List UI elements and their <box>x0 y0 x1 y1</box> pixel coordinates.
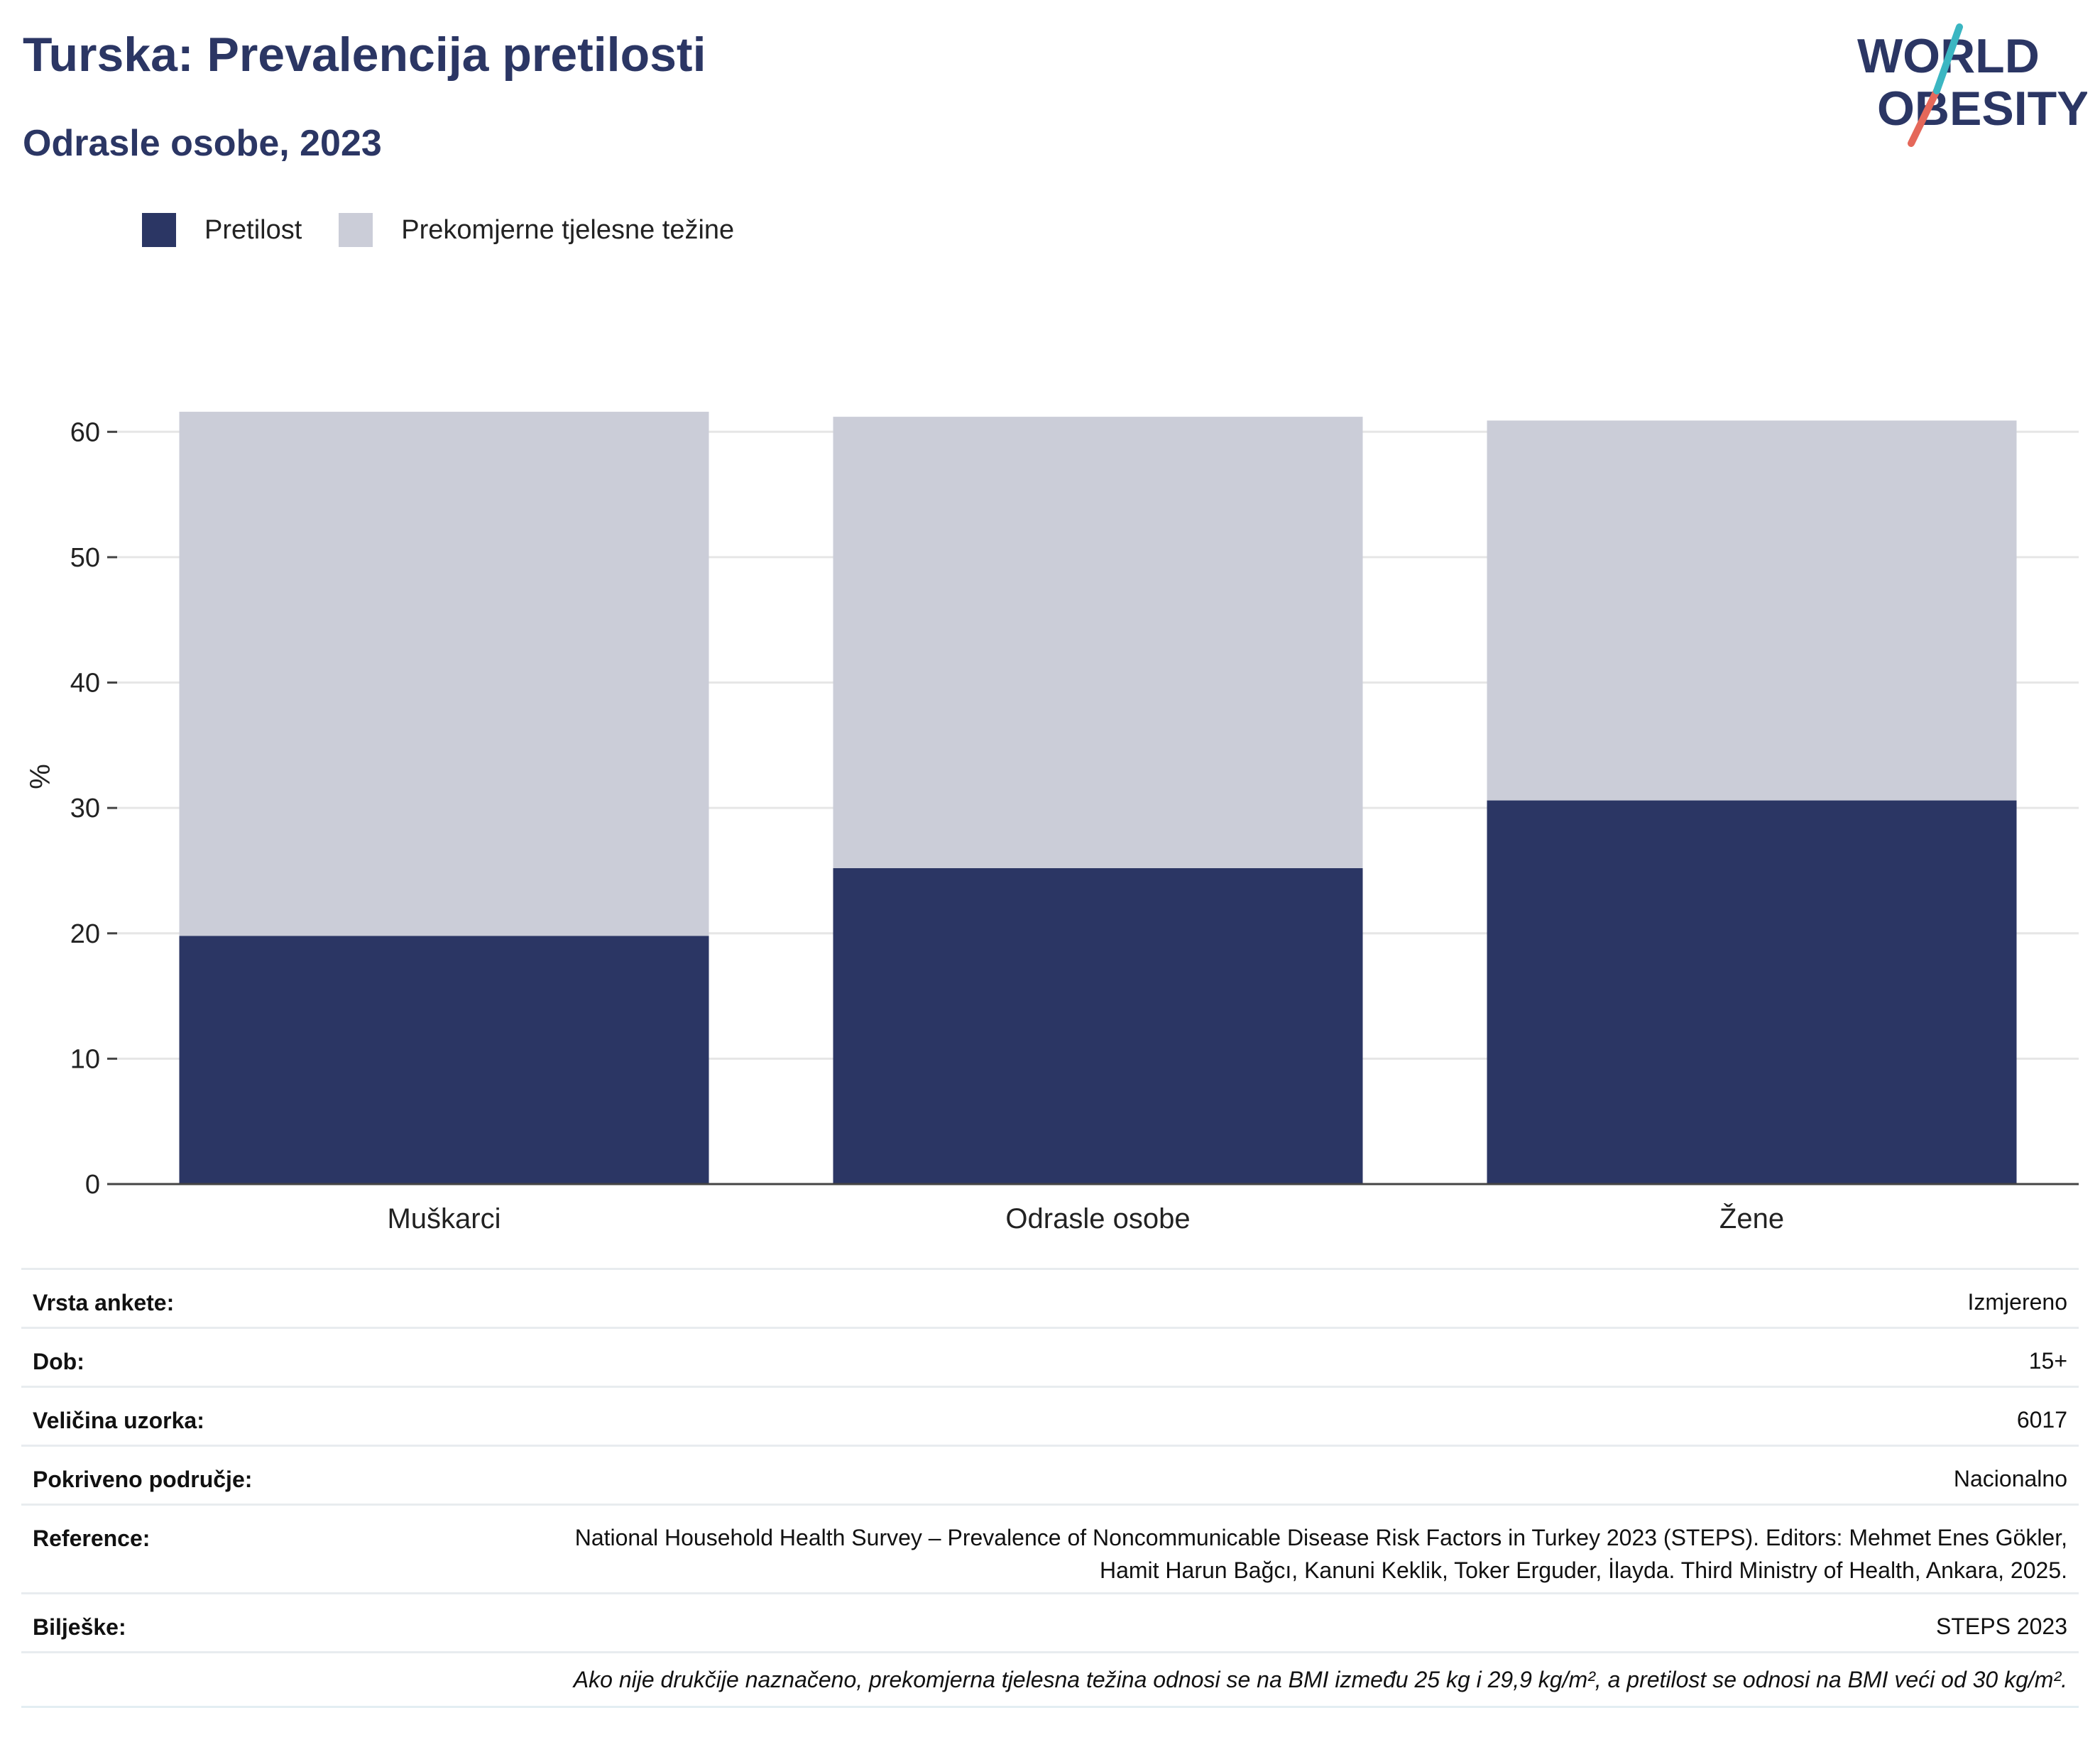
y-tick-label: 60 <box>70 417 100 447</box>
world-obesity-logo: WORLD OBESITY <box>1857 23 2087 147</box>
info-value: 6017 <box>2016 1407 2067 1433</box>
info-row-reference: Reference: National Household Health Sur… <box>21 1504 2079 1592</box>
logo-line2: OBESITY <box>1877 82 2087 136</box>
bar-chart: 0 10 20 30 40 50 60% Muškarci Odrasle osobe Žene <box>25 412 2079 1234</box>
info-value: 15+ <box>2028 1348 2067 1374</box>
chart-subtitle: Odrasle osobe, 2023 <box>23 123 382 164</box>
bar-pretilost <box>833 867 1363 1184</box>
legend-label-pretilost: Pretilost <box>204 214 302 245</box>
info-value: Izmjereno <box>1967 1289 2068 1315</box>
info-value: Nacionalno <box>1953 1466 2067 1491</box>
info-table: Vrsta ankete: Izmjereno Dob: 15+ Veličin… <box>21 1268 2079 1708</box>
info-key: Vrsta ankete: <box>33 1290 175 1315</box>
info-key: Reference: <box>33 1526 151 1551</box>
legend-swatch-pretilost <box>142 213 176 247</box>
info-key: Dob: <box>33 1349 84 1374</box>
bar-prekomjerne <box>833 417 1363 868</box>
chart-legend: Pretilost Prekomjerne tjelesne težine <box>142 210 771 250</box>
y-tick-label: 10 <box>70 1044 100 1074</box>
footnote: Ako nije drukčije naznačeno, prekomjerna… <box>21 1651 2079 1708</box>
info-key: Veličina uzorka: <box>33 1408 204 1433</box>
y-tick-label: 40 <box>70 669 100 699</box>
info-key: Pokriveno područje: <box>33 1467 253 1492</box>
legend-swatch-prekomjerne <box>339 213 373 247</box>
y-axis-title: % <box>25 764 56 789</box>
bar-prekomjerne <box>1487 420 2017 801</box>
x-tick-label: Žene <box>1719 1203 1784 1234</box>
info-row-coverage: Pokriveno područje: Nacionalno <box>21 1445 2079 1504</box>
info-key: Bilješke: <box>33 1614 126 1640</box>
y-tick-label: 30 <box>70 794 100 823</box>
y-tick-label: 0 <box>85 1170 100 1200</box>
x-tick-label: Muškarci <box>387 1203 501 1234</box>
bar-pretilost <box>179 936 709 1184</box>
bar-prekomjerne <box>179 412 709 936</box>
info-row-notes: Bilješke: STEPS 2023 <box>21 1592 2079 1651</box>
info-value: National Household Health Survey – Preva… <box>574 1525 2067 1583</box>
y-tick-label: 50 <box>70 543 100 573</box>
chart-title: Turska: Prevalencija pretilosti <box>23 28 706 82</box>
info-row-age: Dob: 15+ <box>21 1327 2079 1386</box>
legend-label-prekomjerne: Prekomjerne tjelesne težine <box>401 214 735 245</box>
info-value: STEPS 2023 <box>1936 1614 2067 1639</box>
bar-pretilost <box>1487 800 2017 1184</box>
info-row-sample-size: Veličina uzorka: 6017 <box>21 1386 2079 1445</box>
info-row-survey-type: Vrsta ankete: Izmjereno <box>21 1268 2079 1327</box>
y-tick-label: 20 <box>70 919 100 949</box>
x-tick-label: Odrasle osobe <box>1005 1203 1190 1234</box>
